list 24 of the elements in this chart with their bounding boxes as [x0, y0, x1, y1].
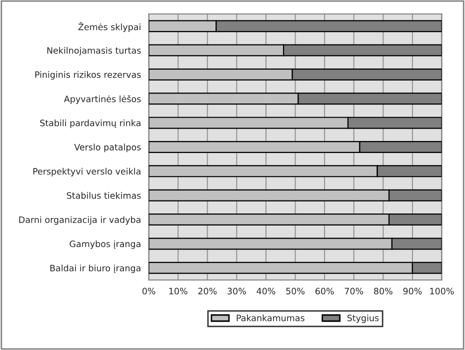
- x-tick-label: 80%: [374, 288, 392, 294]
- x-tick-label: 10%: [169, 288, 188, 294]
- y-tick-label: Piniginis rizikos rezervas: [35, 71, 141, 80]
- y-tick-label: Žemės sklypai: [78, 22, 140, 32]
- y-tick-label: Apyvartinės lėšos: [64, 95, 141, 104]
- x-tick-label: 100%: [430, 288, 454, 294]
- x-tick-label: 0%: [142, 288, 156, 294]
- y-tick-label: Gamybos įranga: [70, 240, 140, 249]
- x-tick-label: 60%: [315, 288, 334, 294]
- y-tick-label: Stabilus tiekimas: [66, 192, 141, 199]
- y-tick-label: Stabili pardavimų rinka: [40, 119, 140, 128]
- x-tick-label: 40%: [256, 288, 276, 294]
- y-tick-label: Verslo patalpos: [74, 144, 141, 152]
- y-tick-label: Perspektyvi verslo veikla: [33, 168, 140, 176]
- x-tick-label: 20%: [198, 288, 217, 294]
- y-tick-label: Baldai ir biuro įranga: [50, 264, 140, 274]
- legend-label: Pakankamumas: [236, 314, 304, 322]
- x-tick-label: 50%: [286, 288, 305, 294]
- legend-label: Stygius: [347, 314, 379, 323]
- x-tick-label: 70%: [344, 288, 364, 294]
- x-tick-label: 30%: [228, 288, 246, 294]
- y-tick-label: Nekilnojamasis turtas: [47, 46, 141, 56]
- y-tick-label: Darni organizacija ir vadyba: [19, 216, 140, 225]
- x-tick-label: 90%: [403, 288, 422, 294]
